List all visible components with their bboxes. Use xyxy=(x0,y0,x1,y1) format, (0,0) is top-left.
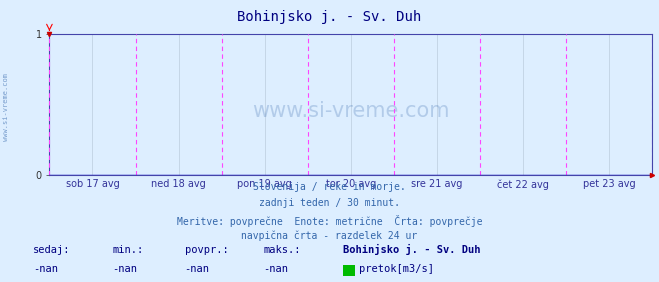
Text: navpična črta - razdelek 24 ur: navpična črta - razdelek 24 ur xyxy=(241,231,418,241)
Text: Bohinjsko j. - Sv. Duh: Bohinjsko j. - Sv. Duh xyxy=(343,244,480,255)
Text: -nan: -nan xyxy=(185,264,210,274)
Text: zadnji teden / 30 minut.: zadnji teden / 30 minut. xyxy=(259,198,400,208)
Text: povpr.:: povpr.: xyxy=(185,244,228,255)
Text: Slovenija / reke in morje.: Slovenija / reke in morje. xyxy=(253,182,406,192)
Text: min.:: min.: xyxy=(112,244,143,255)
Text: Meritve: povprečne  Enote: metrične  Črta: povprečje: Meritve: povprečne Enote: metrične Črta:… xyxy=(177,215,482,227)
Text: -nan: -nan xyxy=(33,264,58,274)
Text: Bohinjsko j. - Sv. Duh: Bohinjsko j. - Sv. Duh xyxy=(237,10,422,24)
Text: www.si-vreme.com: www.si-vreme.com xyxy=(252,102,449,121)
Text: -nan: -nan xyxy=(112,264,137,274)
Text: www.si-vreme.com: www.si-vreme.com xyxy=(3,73,9,141)
Text: pretok[m3/s]: pretok[m3/s] xyxy=(359,264,434,274)
Text: maks.:: maks.: xyxy=(264,244,301,255)
Text: -nan: -nan xyxy=(264,264,289,274)
Text: sedaj:: sedaj: xyxy=(33,244,71,255)
